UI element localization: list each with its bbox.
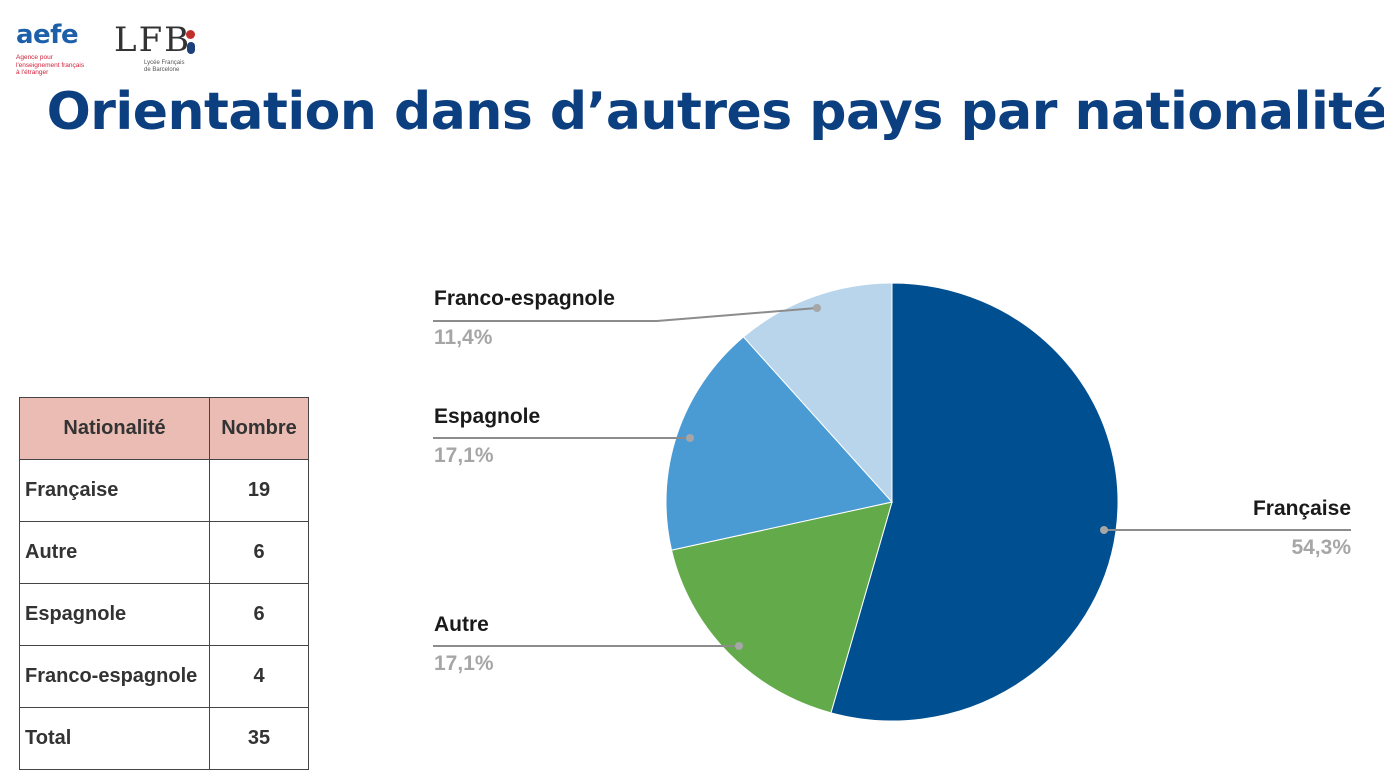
leader-dot-autre (735, 642, 743, 650)
leader-dot-franco-espagnole (813, 304, 821, 312)
row-value: 6 (209, 521, 309, 584)
leader-dot-espagnole (686, 434, 694, 442)
slice-percent-franco-espagnole: 11,4% (434, 326, 493, 349)
row-value: 35 (209, 707, 309, 770)
pie-slice-espagnole (665, 336, 893, 551)
slice-percent-espagnole: 17,1% (434, 444, 494, 467)
nationality-table: Nationalité Nombre Française 19 Autre 6 … (19, 397, 309, 770)
slice-percent-autre: 17,1% (434, 652, 494, 675)
slice-label-francaise: Française (1253, 497, 1351, 520)
slice-label-espagnole: Espagnole (434, 405, 540, 428)
row-value: 4 (209, 645, 309, 708)
table-row: Espagnole 6 (19, 583, 309, 646)
aefe-tagline-line: à l'étranger (16, 69, 49, 76)
aefe-logo-tagline: Agence pour l'enseignement français à l'… (16, 54, 106, 77)
pie-slice-francaise (830, 282, 1119, 722)
table-row: Franco-espagnole 4 (19, 645, 309, 708)
aefe-tagline-line: l'enseignement français (16, 61, 85, 69)
table-header-row: Nationalité Nombre (19, 397, 309, 460)
row-label: Total (19, 707, 210, 770)
column-header-nombre: Nombre (209, 397, 309, 460)
slice-percent-francaise: 54,3% (1291, 536, 1351, 559)
lfb-logo-tagline: Lycée Français de Barcelone (144, 60, 204, 74)
leader-dot-francaise (1100, 526, 1108, 534)
aefe-logo: aefe Agence pour l'enseignement français… (16, 22, 106, 82)
leader-line-franco-espagnole (433, 307, 818, 322)
row-value: 6 (209, 583, 309, 646)
row-label: Autre (19, 521, 210, 584)
lfb-logo-dot-icon (186, 30, 195, 39)
page-title: Orientation dans d’autres pays par natio… (46, 82, 1384, 142)
aefe-logo-name: aefe (16, 20, 79, 50)
pie-slice-franco-espagnole (742, 282, 893, 504)
column-header-nationalite: Nationalité (19, 397, 210, 460)
lfb-logo-figure-icon (187, 42, 195, 54)
lfb-tagline-line: de Barcelone (144, 67, 180, 73)
row-value: 19 (209, 459, 309, 522)
pie-slice-autre (670, 501, 893, 714)
aefe-tagline-line: Agence pour (16, 54, 53, 61)
row-label: Espagnole (19, 583, 210, 646)
table-row-total: Total 35 (19, 707, 309, 770)
table-row: Autre 6 (19, 521, 309, 584)
lfb-tagline-line: Lycée Français (144, 60, 185, 66)
lfb-logo-mark: LFB (114, 20, 192, 60)
slice-label-franco-espagnole: Franco-espagnole (434, 287, 615, 310)
row-label: Franco-espagnole (19, 645, 210, 708)
lfb-logo: LFB Lycée Français de Barcelone (114, 20, 204, 76)
slice-label-autre: Autre (434, 613, 489, 636)
